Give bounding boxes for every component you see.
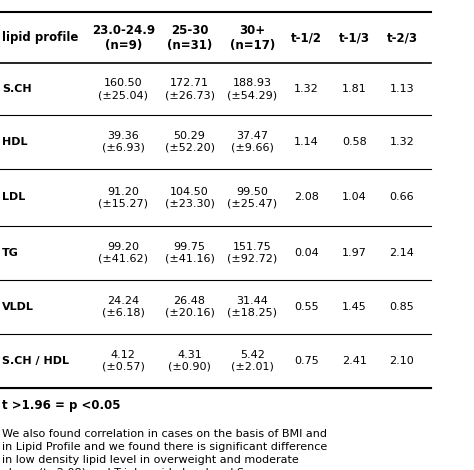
Text: 99.50
(±25.47): 99.50 (±25.47): [227, 187, 277, 208]
Text: TG: TG: [2, 248, 19, 258]
Text: 4.31
(±0.90): 4.31 (±0.90): [168, 350, 211, 371]
Text: 0.58: 0.58: [342, 137, 367, 147]
Text: 4.12
(±0.57): 4.12 (±0.57): [102, 350, 145, 371]
Text: 23.0-24.9
(n=9): 23.0-24.9 (n=9): [91, 24, 155, 52]
Text: LDL: LDL: [2, 192, 26, 203]
Text: t >1.96 = p <0.05: t >1.96 = p <0.05: [2, 400, 121, 413]
Text: 1.81: 1.81: [342, 84, 367, 94]
Text: lipid profile: lipid profile: [2, 31, 79, 44]
Text: 2.08: 2.08: [294, 192, 319, 203]
Text: 160.50
(±25.04): 160.50 (±25.04): [98, 78, 148, 100]
Text: t-2/3: t-2/3: [386, 31, 418, 44]
Text: 99.20
(±41.62): 99.20 (±41.62): [98, 242, 148, 263]
Text: 1.14: 1.14: [294, 137, 319, 147]
Text: 5.42
(±2.01): 5.42 (±2.01): [231, 350, 273, 371]
Text: 91.20
(±15.27): 91.20 (±15.27): [98, 187, 148, 208]
Text: 2.14: 2.14: [390, 248, 414, 258]
Text: 2.41: 2.41: [342, 356, 367, 366]
Text: 2.10: 2.10: [390, 356, 414, 366]
Text: 24.24
(±6.18): 24.24 (±6.18): [102, 296, 145, 317]
Text: 172.71
(±26.73): 172.71 (±26.73): [164, 78, 215, 100]
Text: HDL: HDL: [2, 137, 28, 147]
Text: 0.04: 0.04: [294, 248, 319, 258]
Text: VLDL: VLDL: [2, 302, 34, 312]
Text: 104.50
(±23.30): 104.50 (±23.30): [164, 187, 215, 208]
Text: 1.13: 1.13: [390, 84, 414, 94]
Text: 0.55: 0.55: [294, 302, 319, 312]
Text: 50.29
(±52.20): 50.29 (±52.20): [164, 132, 215, 153]
Text: 188.93
(±54.29): 188.93 (±54.29): [227, 78, 277, 100]
Text: 1.32: 1.32: [294, 84, 319, 94]
Text: 1.04: 1.04: [342, 192, 367, 203]
Text: We also found correlation in cases on the basis of BMI and
in Lipid Profile and : We also found correlation in cases on th…: [2, 429, 332, 470]
Text: 1.32: 1.32: [390, 137, 414, 147]
Text: 1.45: 1.45: [342, 302, 367, 312]
Text: 0.75: 0.75: [294, 356, 319, 366]
Text: 0.66: 0.66: [390, 192, 414, 203]
Text: 1.97: 1.97: [342, 248, 367, 258]
Text: S.CH: S.CH: [2, 84, 32, 94]
Text: t-1/2: t-1/2: [291, 31, 322, 44]
Text: 31.44
(±18.25): 31.44 (±18.25): [227, 296, 277, 317]
Text: 99.75
(±41.16): 99.75 (±41.16): [164, 242, 215, 263]
Text: 37.47
(±9.66): 37.47 (±9.66): [231, 132, 273, 153]
Text: 30+
(n=17): 30+ (n=17): [229, 24, 275, 52]
Text: 151.75
(±92.72): 151.75 (±92.72): [227, 242, 277, 263]
Text: S.CH / HDL: S.CH / HDL: [2, 356, 69, 366]
Text: 25-30
(n=31): 25-30 (n=31): [167, 24, 212, 52]
Text: t-1/3: t-1/3: [339, 31, 370, 44]
Text: 0.85: 0.85: [390, 302, 414, 312]
Text: 39.36
(±6.93): 39.36 (±6.93): [102, 132, 145, 153]
Text: 26.48
(±20.16): 26.48 (±20.16): [164, 296, 215, 317]
